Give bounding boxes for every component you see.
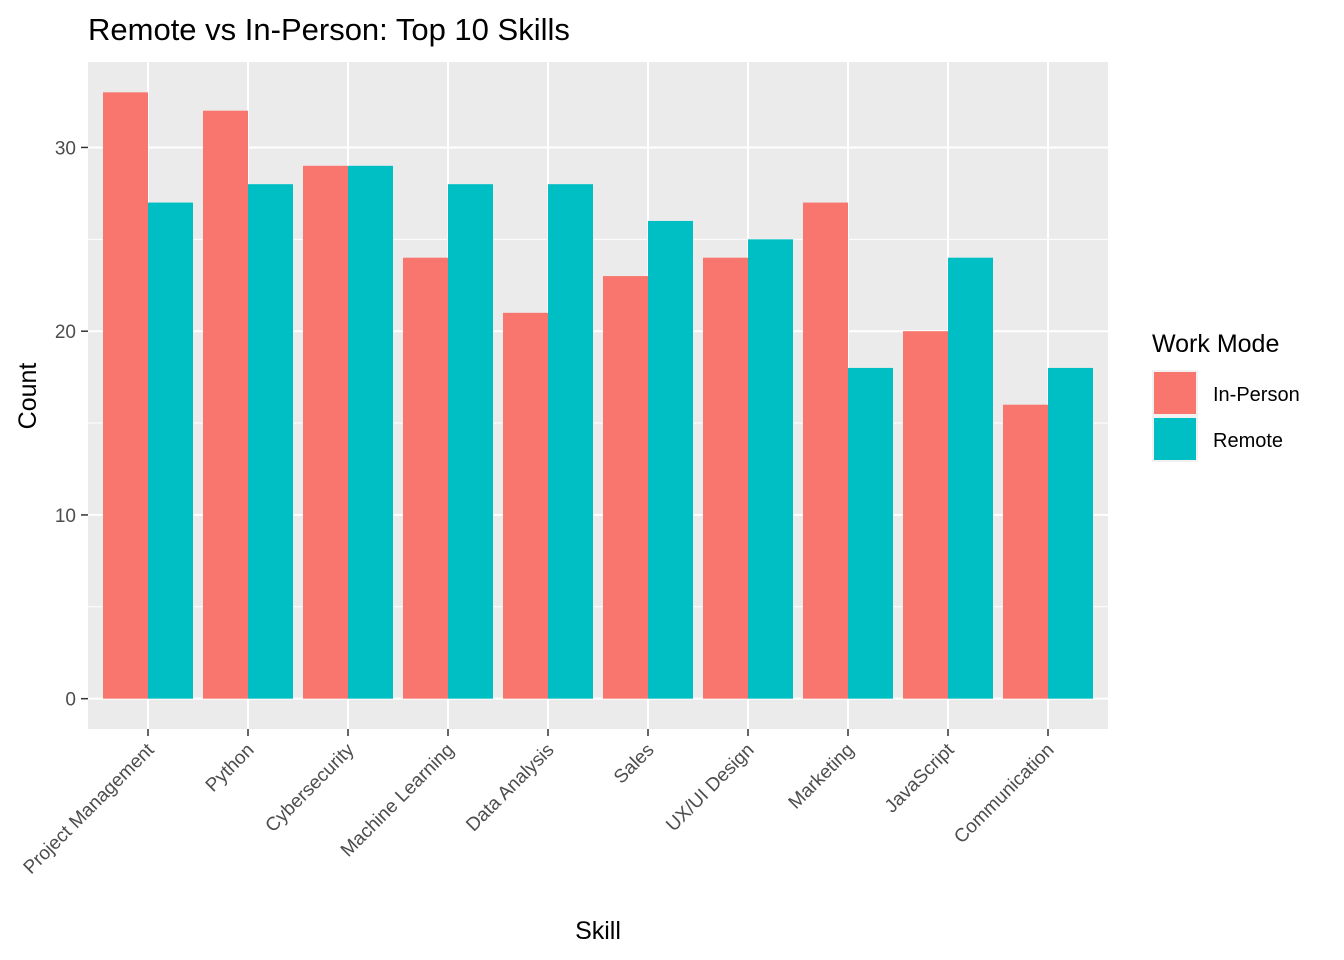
- chart-title: Remote vs In-Person: Top 10 Skills: [88, 12, 570, 47]
- y-tick-label: 0: [65, 690, 76, 711]
- legend: Work Mode In-Person Remote: [1152, 330, 1300, 462]
- x-tick-label: Python: [202, 740, 259, 797]
- legend-title: Work Mode: [1152, 330, 1279, 358]
- bar-in-person-communication: [1003, 404, 1048, 699]
- bar-remote-ux-ui-design: [748, 239, 793, 699]
- y-axis: 0 10 20 30: [55, 138, 88, 711]
- x-axis: Project Management Python CybersecurityMac…: [20, 729, 1059, 879]
- bar-in-person-python: [203, 110, 248, 699]
- bar-remote-python: [248, 184, 293, 699]
- x-tick-label: Cybersecurity: [262, 739, 359, 836]
- y-tick-label: 10: [55, 506, 76, 527]
- x-tick-label: Marketing: [785, 740, 859, 814]
- bar-in-person-sales: [603, 276, 648, 699]
- bar-in-person-marketing: [803, 202, 848, 699]
- legend-key-in-person: [1154, 372, 1196, 414]
- bar-remote-machine-learning: [448, 184, 493, 699]
- bar-remote-data-analysis: [548, 184, 593, 699]
- y-tick-label: 30: [55, 138, 76, 159]
- bar-remote-marketing: [848, 367, 893, 699]
- bar-in-person-machine-learning: [403, 257, 448, 699]
- bar-in-person-project-management: [103, 92, 148, 699]
- bar-remote-cybersecurity: [348, 165, 393, 699]
- x-axis-title: Skill: [575, 917, 621, 945]
- bar-in-person-cybersecurity: [303, 165, 348, 699]
- bar-in-person-ux-ui-design: [703, 257, 748, 699]
- y-tick-label: 20: [55, 322, 76, 343]
- bar-in-person-data-analysis: [503, 312, 548, 699]
- bars: [103, 92, 1093, 699]
- bar-remote-communication: [1048, 367, 1093, 699]
- x-tick-label: UX/UI Design: [662, 740, 758, 836]
- x-tick-label: Data Analysis: [462, 740, 558, 836]
- y-axis-title: Count: [14, 363, 42, 430]
- legend-label-remote: Remote: [1213, 430, 1283, 452]
- bar-remote-sales: [648, 220, 693, 699]
- legend-label-in-person: In-Person: [1213, 384, 1300, 406]
- x-tick-label: Communication: [950, 740, 1058, 848]
- legend-key-remote: [1154, 418, 1196, 460]
- bar-in-person-javascript: [903, 331, 948, 699]
- bar-remote-project-management: [148, 202, 193, 699]
- bar-remote-javascript: [948, 257, 993, 699]
- x-tick-label: JavaScript: [881, 739, 959, 817]
- x-tick-label: Sales: [610, 740, 658, 788]
- x-tick-label: Project Management: [20, 739, 159, 878]
